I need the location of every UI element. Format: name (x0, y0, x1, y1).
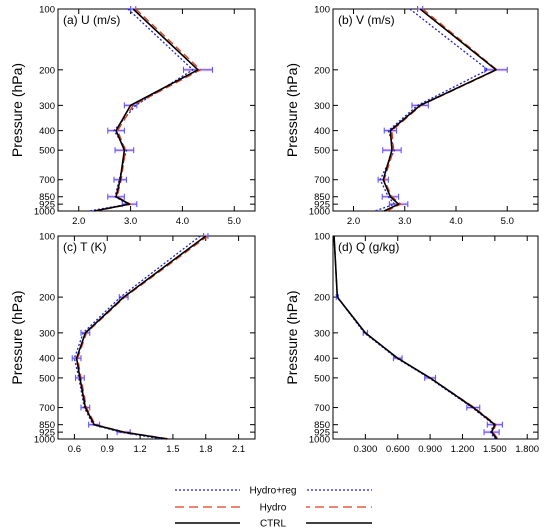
y-tick-label: 850 (314, 420, 330, 431)
y-tick-label: 700 (39, 175, 55, 186)
x-tick-label: 1.5 (166, 444, 179, 455)
plot-frame (57, 235, 256, 440)
y-tick-label: 200 (39, 65, 55, 76)
x-tick-label: 1.200 (451, 444, 475, 455)
x-tick-label: 5.0 (501, 216, 514, 227)
y-tick-label: 700 (314, 175, 330, 186)
y-tick-label: 850 (39, 192, 55, 203)
y-tick-label: 300 (314, 101, 330, 112)
y-tick-label: 400 (39, 126, 55, 137)
y-axis-label: Pressure (hPa) (9, 63, 25, 157)
x-tick-label: 4.0 (449, 216, 462, 227)
x-tick-label: 1.2 (133, 444, 146, 455)
x-tick-label: 2.0 (72, 216, 85, 227)
x-tick-label: 1.8 (199, 444, 212, 455)
series-line-hydro (95, 8, 202, 212)
plot-frame (332, 8, 539, 212)
legend-label: CTRL (260, 519, 287, 530)
y-tick-label: 100 (314, 232, 330, 243)
y-tick-label: 400 (314, 354, 330, 365)
y-tick-label: 925 (39, 200, 55, 211)
x-tick-label: 2.0 (347, 216, 360, 227)
x-tick-label: 0.300 (353, 444, 377, 455)
legend-label-bg (240, 499, 306, 511)
series-line-ctrl (382, 8, 497, 212)
y-tick-label: 700 (39, 403, 55, 414)
y-tick-label: 100 (314, 5, 330, 16)
panel-title: (a) U (m/s) (63, 13, 120, 27)
x-tick-label: 3.0 (398, 216, 411, 227)
y-tick-label: 1000 (309, 435, 330, 446)
y-tick-label: 925 (314, 428, 330, 439)
y-tick-label: 500 (314, 373, 330, 384)
y-tick-label: 400 (314, 126, 330, 137)
legend-label: Hydro (260, 503, 287, 514)
y-tick-label: 100 (39, 5, 55, 16)
y-tick-label: 200 (39, 293, 55, 304)
y-tick-label: 850 (39, 420, 55, 431)
series-line-ctrl (75, 235, 207, 440)
y-tick-label: 850 (314, 192, 330, 203)
y-tick-label: 200 (314, 293, 330, 304)
y-tick-label: 500 (39, 373, 55, 384)
x-tick-label: 1.800 (515, 444, 539, 455)
series-line-hydro-reg (88, 8, 194, 212)
y-tick-label: 925 (39, 428, 55, 439)
y-tick-label: 500 (314, 146, 330, 157)
legend-label-bg (240, 482, 306, 494)
x-tick-label: 0.6 (68, 444, 81, 455)
series-line-ctrl (94, 8, 199, 212)
y-tick-label: 300 (39, 328, 55, 339)
y-tick-label: 200 (314, 65, 330, 76)
y-tick-label: 400 (39, 354, 55, 365)
x-tick-label: 0.9 (101, 444, 114, 455)
y-axis-label: Pressure (hPa) (284, 290, 300, 384)
y-tick-label: 300 (39, 101, 55, 112)
series-line-hydro-reg (73, 235, 201, 440)
y-tick-label: 1000 (34, 435, 55, 446)
panel-title: (c) T (K) (63, 240, 107, 254)
y-tick-label: 1000 (34, 207, 55, 218)
y-tick-label: 500 (39, 146, 55, 157)
series-line-ctrl (333, 235, 498, 440)
legend-label: Hydro+reg (250, 486, 297, 497)
y-axis-label: Pressure (hPa) (284, 63, 300, 157)
x-tick-label: 0.600 (386, 444, 410, 455)
x-tick-label: 1.500 (483, 444, 507, 455)
x-tick-label: 5.0 (228, 216, 241, 227)
series-line-hydro-reg (374, 8, 489, 212)
panel-title: (b) V (m/s) (338, 13, 395, 27)
series-line-hydro (77, 235, 209, 440)
plot-frame (57, 8, 256, 212)
x-tick-label: 2.1 (232, 444, 245, 455)
legend-label-bg (240, 515, 306, 527)
x-tick-label: 3.0 (124, 216, 137, 227)
plot-frame (332, 235, 539, 440)
y-tick-label: 100 (39, 232, 55, 243)
series-line-hydro (383, 8, 498, 212)
y-tick-label: 1000 (309, 207, 330, 218)
x-tick-label: 4.0 (176, 216, 189, 227)
y-tick-label: 925 (314, 200, 330, 211)
x-tick-label: 0.900 (418, 444, 442, 455)
panel-title: (d) Q (g/kg) (338, 240, 399, 254)
y-tick-label: 300 (314, 328, 330, 339)
y-axis-label: Pressure (hPa) (9, 290, 25, 384)
y-tick-label: 700 (314, 403, 330, 414)
legend: Hydro+reg Hydro CTRL (175, 482, 372, 530)
